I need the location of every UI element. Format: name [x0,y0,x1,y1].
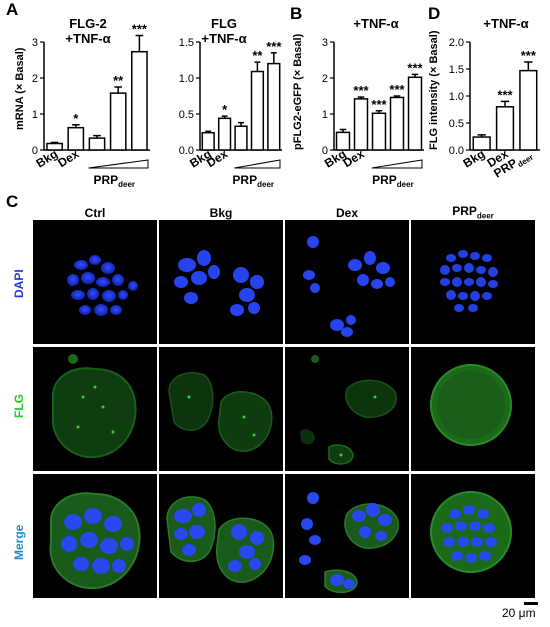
significance-mark: ** [252,48,263,63]
col-title-bkg: Bkg [209,206,233,220]
y-tick-label: 0.5 [449,118,464,130]
significance-mark: *** [389,82,405,97]
panel-dapi-ctrl [33,220,157,344]
y-tick-label: 2 [32,73,38,85]
panel-dapi-bkg [159,220,283,344]
row-label-dapi: DAPI [12,269,26,298]
col-title-ctrl: Ctrl [84,206,106,220]
chart-title-d: +TNF-α [483,16,529,31]
group-label-sub: deer [118,180,135,189]
panel-dapi-dex [285,220,409,344]
row-label-flg: FLG [12,394,26,418]
panel-flg-prp [411,347,535,471]
panel-flg-bkg [159,347,283,471]
bar [519,69,538,151]
col-title-prp-main: PRP [452,204,477,218]
significance-mark: * [222,102,228,117]
y-tick-label: 0 [322,145,328,157]
panel-merge-prp [411,474,535,598]
y-tick-label: 1.5 [449,64,464,76]
scale-bar [524,602,538,605]
panel-label-a: A [6,0,19,19]
significance-mark: *** [371,97,387,112]
panel-label-b: B [290,4,303,23]
chart-title-b: +TNF-α [353,16,399,31]
significance-mark: *** [132,22,148,37]
y-tick-label: 1 [322,109,328,121]
panel-merge-dex [285,474,409,598]
panel-merge-bkg [159,474,283,598]
significance-mark: * [73,111,79,126]
y-tick-label: 0.0 [449,145,464,157]
y-tick-label: 3 [322,37,328,49]
panel-label-c: C [6,192,19,211]
y-tick-label: 2.0 [449,37,464,49]
y-tick-label: 0.0 [179,145,194,157]
col-title-prp: PRPdeer [411,204,535,220]
y-tick-label: 3 [32,37,38,49]
panel-dapi-prp [411,220,535,344]
row-label-merge: Merge [12,524,26,560]
scale-bar-label: 20 μm [502,606,536,620]
significance-mark: *** [521,48,537,63]
panel-flg-ctrl [33,347,157,471]
panel-merge-ctrl [33,474,157,598]
y-tick-label: 0 [32,145,38,157]
panel-label-d: D [428,4,441,23]
dose-wedge [234,159,281,169]
y-tick-label: 1.0 [179,73,194,85]
significance-mark: *** [353,83,369,98]
significance-mark: *** [497,87,513,102]
col-title-prp-sub: deer [476,211,494,221]
y-tick-label: 1 [32,109,38,121]
chart-title-a1: FLG-2 +TNF-α [65,16,111,46]
y-tick-label: 0.5 [179,109,194,121]
y-tick-label: 1.5 [179,37,194,49]
col-title-dex: Dex [335,206,358,220]
panel-flg-dex [285,347,409,471]
significance-mark: *** [266,39,282,54]
group-label-sub: deer [397,180,414,189]
chart-title-a2: FLG +TNF-α [201,16,247,46]
group-label-sub: deer [257,180,274,189]
y-tick-label: 1.0 [449,91,464,103]
y-tick-label: 2 [322,73,328,85]
dose-wedge [88,159,149,169]
bar [495,106,515,151]
significance-mark: ** [113,73,124,88]
significance-mark: *** [407,60,423,75]
x-tick-sub: deer [516,153,535,170]
dose-wedge [371,159,423,169]
